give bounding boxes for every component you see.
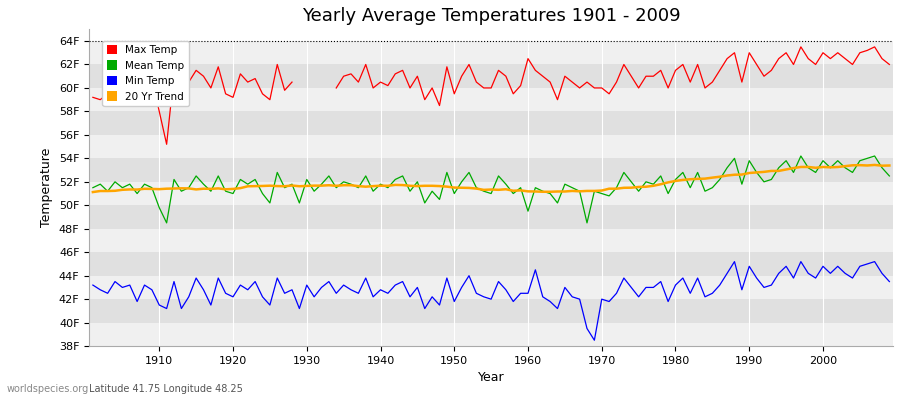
Title: Yearly Average Temperatures 1901 - 2009: Yearly Average Temperatures 1901 - 2009 — [302, 7, 680, 25]
Bar — [89, 229, 893, 252]
Bar — [89, 158, 893, 182]
Bar — [89, 276, 893, 299]
Bar — [89, 88, 893, 112]
Text: Latitude 41.75 Longitude 48.25: Latitude 41.75 Longitude 48.25 — [89, 384, 243, 394]
Bar — [89, 135, 893, 158]
Bar — [89, 252, 893, 276]
Text: worldspecies.org: worldspecies.org — [7, 384, 89, 394]
Bar — [89, 41, 893, 64]
X-axis label: Year: Year — [478, 371, 504, 384]
Bar — [89, 182, 893, 205]
Y-axis label: Temperature: Temperature — [40, 148, 53, 227]
Bar — [89, 299, 893, 323]
Bar — [89, 64, 893, 88]
Bar — [89, 323, 893, 346]
Legend: Max Temp, Mean Temp, Min Temp, 20 Yr Trend: Max Temp, Mean Temp, Min Temp, 20 Yr Tre… — [103, 41, 189, 106]
Bar — [89, 112, 893, 135]
Bar — [89, 205, 893, 229]
